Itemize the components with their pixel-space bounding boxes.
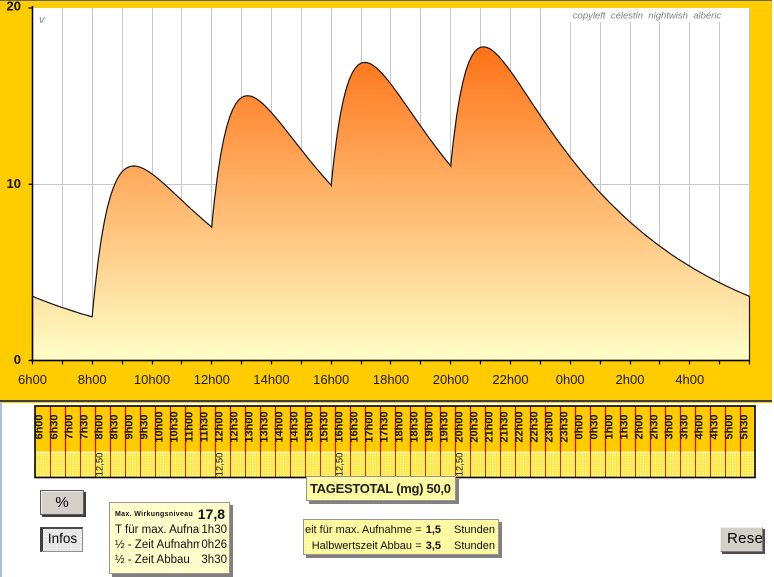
svg-text:13h30: 13h30 [259,411,271,442]
svg-text:19h30: 19h30 [439,411,451,442]
svg-text:0h00: 0h00 [556,372,585,387]
svg-text:6h00: 6h00 [34,414,46,439]
svg-text:3h00: 3h00 [664,414,676,439]
svg-text:6h30: 6h30 [49,414,61,439]
svg-text:0: 0 [14,352,21,367]
svg-text:7h30: 7h30 [79,414,91,439]
svg-text:21h00: 21h00 [484,411,496,442]
svg-text:16h00: 16h00 [334,411,346,442]
svg-text:11h30: 11h30 [199,412,211,443]
svg-text:14h30: 14h30 [289,411,301,442]
svg-text:12,50: 12,50 [335,453,346,477]
svg-text:22h00: 22h00 [492,372,528,387]
svg-text:1h30: 1h30 [619,414,631,439]
svg-text:4h00: 4h00 [694,414,706,439]
svg-text:18h00: 18h00 [394,411,406,442]
svg-text:14h00: 14h00 [274,411,286,442]
svg-text:copyleft célestin nightwish: copyleft célestin nightwish albéric [573,11,722,22]
svg-text:23h30: 23h30 [559,411,571,442]
svg-text:12h00: 12h00 [214,411,226,442]
svg-text:20h30: 20h30 [469,411,481,442]
svg-text:22h00: 22h00 [514,411,526,442]
svg-text:20h00: 20h00 [454,411,466,442]
svg-text:2h00: 2h00 [634,414,646,439]
svg-text:8h00: 8h00 [94,414,106,439]
svg-text:9h30: 9h30 [139,414,151,439]
svg-text:2h00: 2h00 [616,372,645,387]
svg-text:4h30: 4h30 [709,414,721,439]
svg-text:6h00: 6h00 [18,372,47,387]
svg-text:4h00: 4h00 [675,372,704,387]
svg-text:20h00: 20h00 [433,372,469,387]
svg-text:12h30: 12h30 [229,411,241,442]
svg-text:v: v [39,14,46,26]
svg-text:18h00: 18h00 [373,372,409,387]
svg-text:19h00: 19h00 [424,411,436,442]
svg-text:23h00: 23h00 [544,411,556,442]
svg-text:12,50: 12,50 [215,453,226,477]
svg-text:9h00: 9h00 [124,414,136,439]
svg-text:14h00: 14h00 [253,372,289,387]
svg-text:0h30: 0h30 [589,414,601,439]
svg-text:22h30: 22h30 [529,411,541,442]
svg-text:17h00: 17h00 [364,411,376,442]
svg-text:20: 20 [7,0,21,14]
svg-text:16h00: 16h00 [313,372,349,387]
svg-text:5h00: 5h00 [724,414,736,439]
svg-text:5h30: 5h30 [739,414,751,439]
svg-text:17h30: 17h30 [379,411,391,442]
svg-text:12h00: 12h00 [194,372,230,387]
svg-text:13h00: 13h00 [244,411,256,442]
svg-text:21h30: 21h30 [499,411,511,442]
svg-text:10: 10 [7,176,21,191]
svg-text:15h00: 15h00 [304,411,316,442]
svg-text:10h30: 10h30 [169,411,181,442]
svg-text:1h00: 1h00 [604,414,616,439]
svg-text:0h00: 0h00 [574,414,586,439]
svg-text:11h00: 11h00 [184,412,196,443]
svg-text:12,50: 12,50 [455,453,466,477]
svg-text:10h00: 10h00 [154,411,166,442]
svg-text:15h30: 15h30 [319,411,331,442]
svg-text:12,50: 12,50 [95,453,106,477]
svg-text:3h30: 3h30 [679,414,691,439]
svg-text:8h30: 8h30 [109,414,121,439]
svg-text:18h30: 18h30 [409,411,421,442]
svg-text:10h00: 10h00 [134,372,170,387]
svg-text:8h00: 8h00 [78,372,107,387]
svg-text:2h30: 2h30 [649,414,661,439]
svg-text:7h00: 7h00 [64,414,76,439]
svg-text:16h30: 16h30 [349,411,361,442]
